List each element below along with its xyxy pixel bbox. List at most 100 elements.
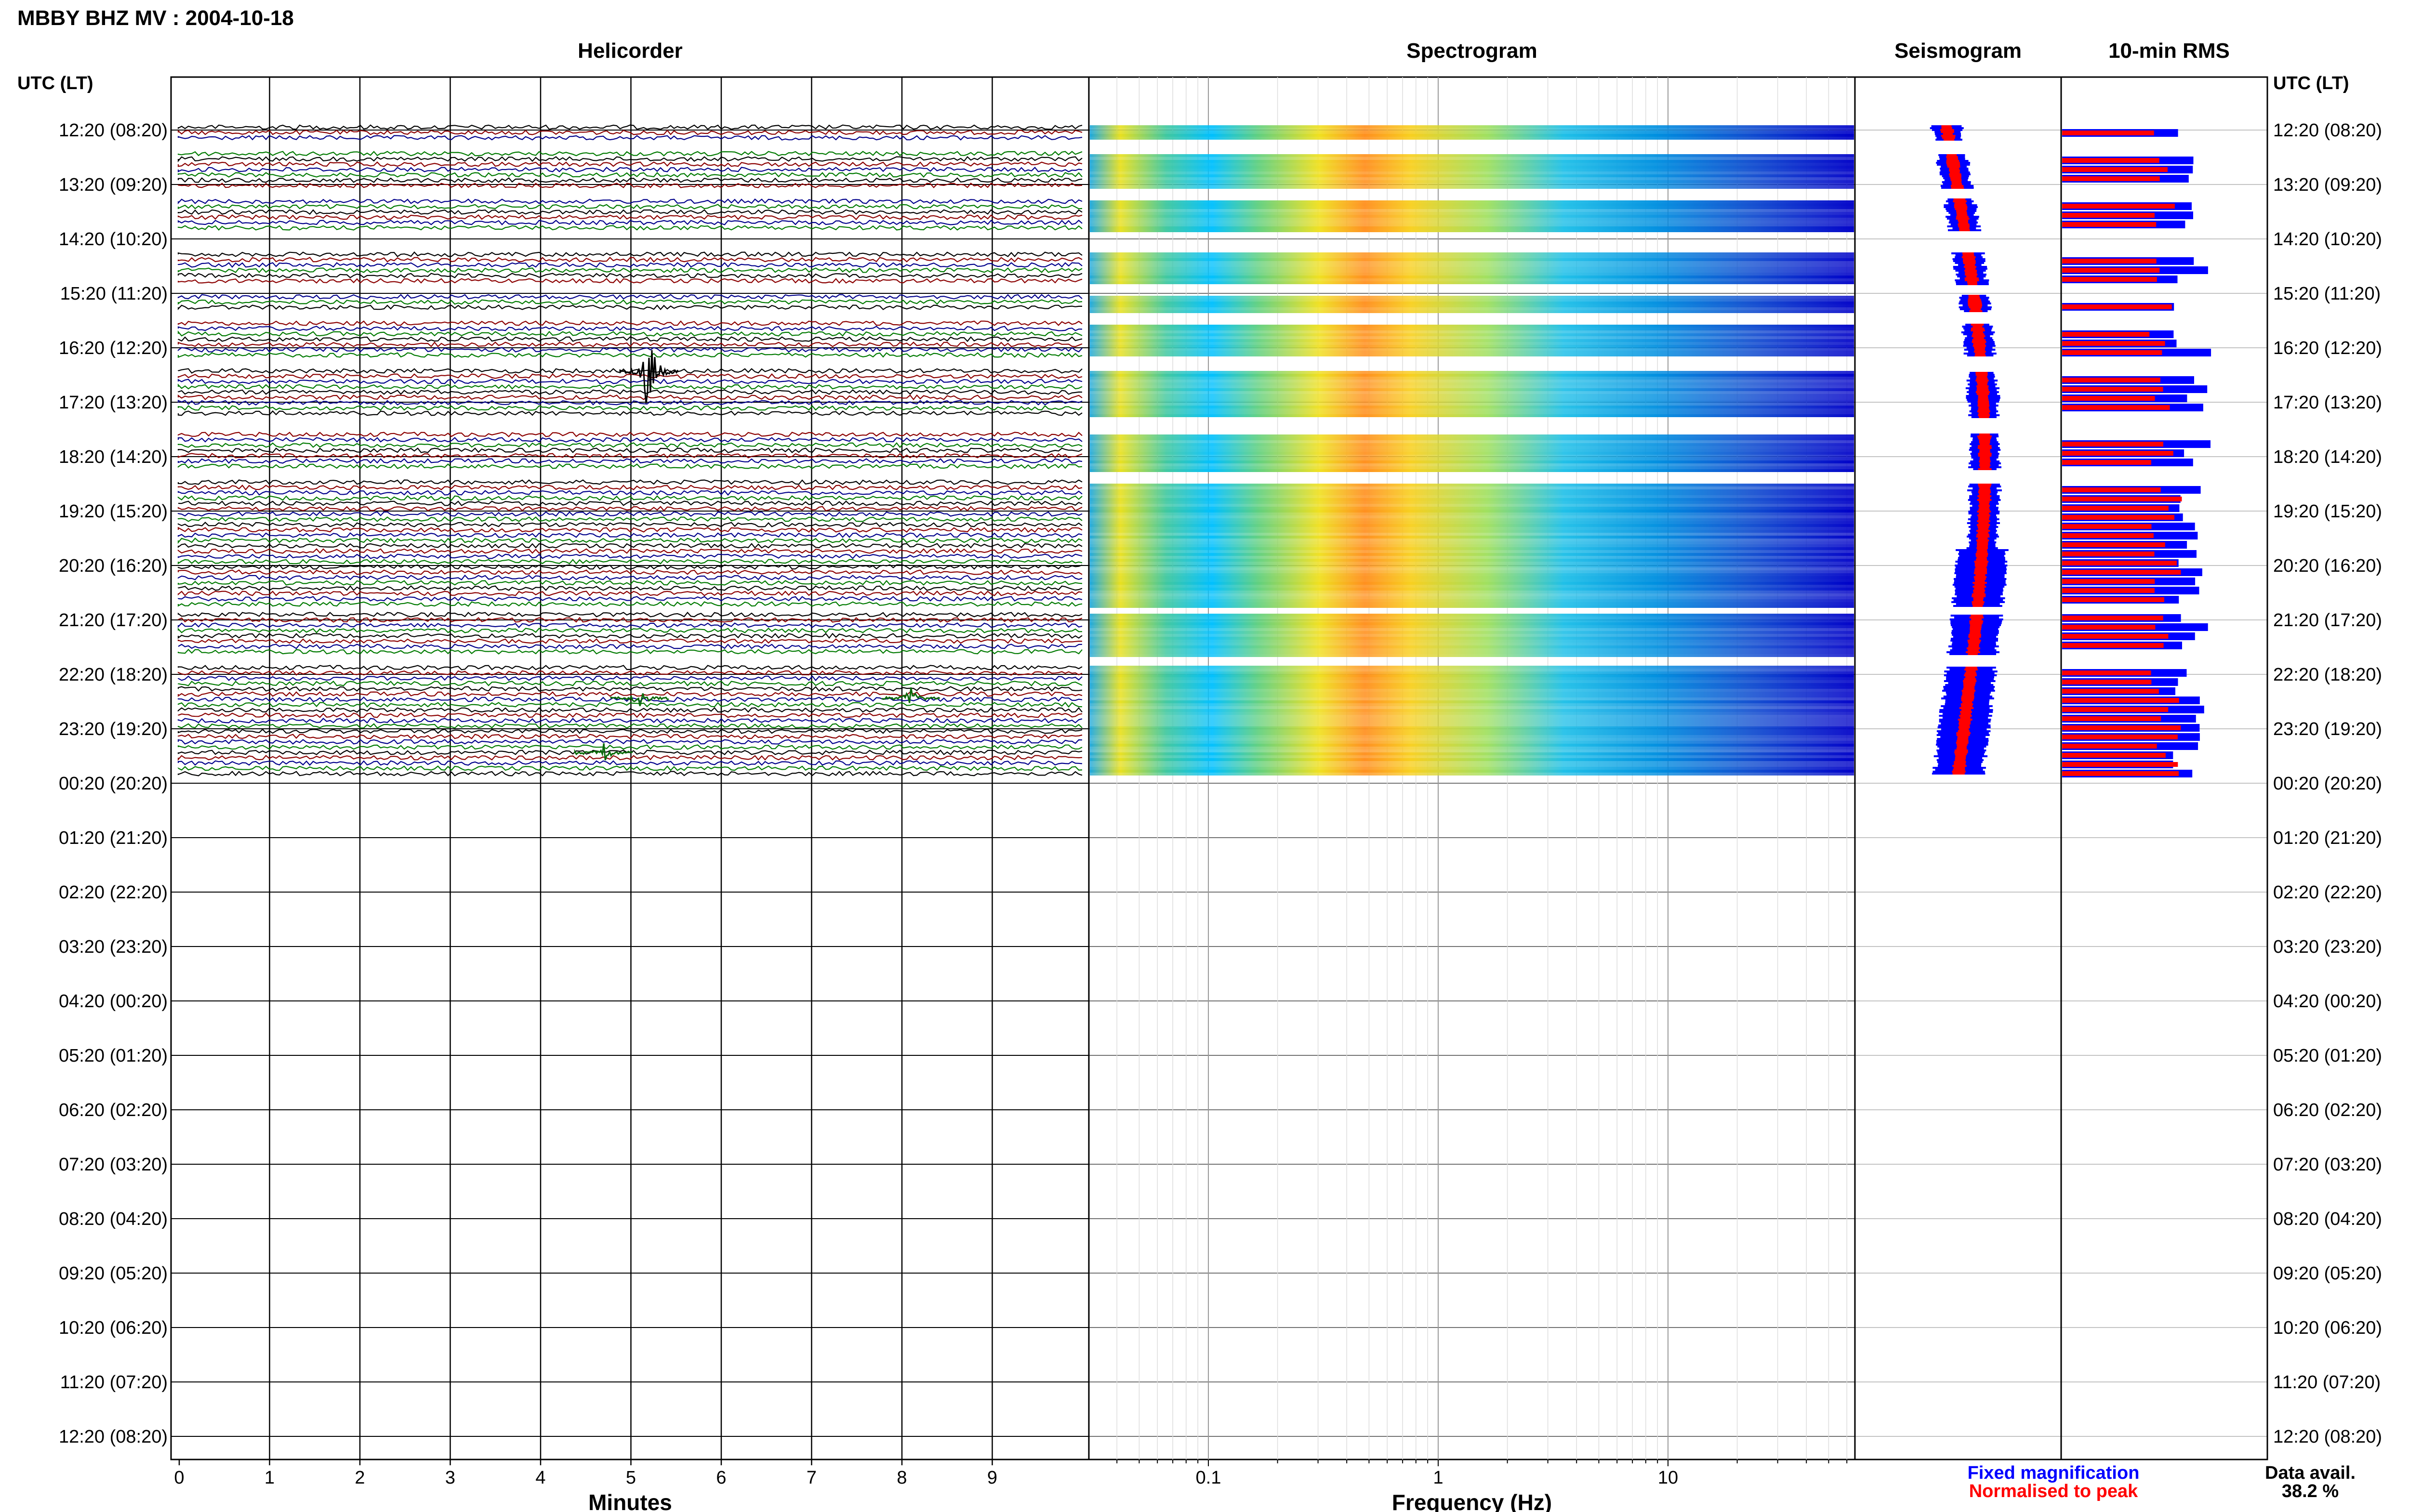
spectrogram-row [1090, 588, 1854, 591]
rms-bar-normalised [2062, 762, 2178, 767]
frequency-ticks: 0.1 1 10 [1116, 1459, 1848, 1488]
spectrogram-row [1090, 186, 1854, 189]
rms-bar-normalised [2062, 771, 2179, 776]
time-label-right: 23:20 (19:20) [2273, 719, 2382, 739]
seismogram-normalised [1979, 503, 1989, 505]
spectrogram-row [1090, 686, 1854, 689]
time-label-left: 23:20 (19:20) [59, 719, 168, 739]
helicorder-trace [177, 516, 1083, 522]
spectrogram-row [1090, 593, 1854, 596]
rms-bar-normalised [2062, 222, 2157, 227]
rms-bar-normalised [2062, 588, 2155, 593]
spectrogram-row [1090, 677, 1854, 680]
time-label-left: 18:20 (14:20) [59, 447, 168, 467]
time-label-right: 19:20 (15:20) [2273, 501, 2382, 522]
seismogram-normalised [1974, 588, 1985, 590]
time-label-right: 09:20 (05:20) [2273, 1263, 2382, 1284]
spectrogram-row [1090, 501, 1854, 504]
helicorder-trace [177, 596, 1083, 602]
seismogram-normalised [1964, 277, 1979, 279]
spectrogram-row [1090, 252, 1854, 255]
seismogram-normalised [1951, 183, 1962, 185]
helicorder-trace [177, 564, 1083, 570]
seismogram-normalised [1962, 701, 1972, 703]
seismogram-normalised [1959, 721, 1971, 723]
helicorder-trace [177, 617, 1083, 623]
seismogram-normalised [1940, 129, 1954, 131]
seismogram-normalised [1966, 276, 1977, 277]
time-axis-title-right: UTC (LT) [2273, 73, 2349, 93]
spectrogram-row [1090, 411, 1854, 414]
helicorder-trace [177, 198, 1083, 205]
seismogram-normalised [1944, 139, 1955, 141]
seismogram-normalised [1951, 187, 1964, 189]
helicorder-trace [177, 511, 1083, 517]
spectrogram-row [1090, 137, 1854, 140]
spectrogram-row [1090, 226, 1854, 229]
seismogram-normalised [1978, 407, 1989, 408]
seismogram-normalised [1956, 216, 1969, 218]
rms-bar-normalised [2062, 497, 2182, 501]
seismogram-normalised [1977, 387, 1988, 389]
seismogram-normalised [1973, 337, 1984, 339]
seismogram-normalised [1977, 435, 1992, 437]
spectrogram-row [1090, 648, 1854, 651]
helicorder-trace [177, 522, 1083, 527]
seismogram-normalised [1942, 137, 1955, 139]
data-availability-value: 38.2 % [2282, 1481, 2339, 1501]
spectrogram-row [1090, 333, 1854, 336]
helicorder-trace [177, 378, 1083, 384]
seismogram-normalised [1978, 486, 1991, 487]
minutes-axis-label: Minutes [588, 1490, 672, 1512]
seismogram-normalised [1973, 590, 1985, 592]
spectrogram-row [1090, 614, 1854, 617]
seismogram-normalised [1956, 748, 1967, 749]
seismogram-normalised [1960, 711, 1972, 713]
time-label-right: 18:20 (14:20) [2273, 447, 2382, 467]
spectrogram-row [1090, 125, 1854, 128]
helicorder-trace [177, 463, 1083, 470]
helicorder-trace [177, 760, 1083, 766]
helicorder-trace [177, 632, 1083, 639]
spectrogram-row [1090, 712, 1854, 715]
seismogram-normalised [1956, 212, 1967, 214]
seismogram-normalised [1971, 328, 1985, 329]
spectrogram-row [1090, 163, 1854, 166]
seismogram-normalised [1961, 699, 1974, 701]
seismogram-normalised [1972, 333, 1985, 335]
seismogram-normalised [1958, 222, 1968, 224]
spectrogram-row [1090, 348, 1854, 351]
seismogram-normalised [1968, 297, 1980, 299]
seismogram-normalised [1968, 644, 1979, 645]
seismogram-normalised [1976, 547, 1988, 549]
seismogram-normalised [1954, 749, 1968, 751]
spectrogram-row [1090, 735, 1854, 738]
seismogram-normalised [1953, 198, 1966, 200]
seismogram-normalised [1972, 582, 1987, 584]
time-label-right: 17:20 (13:20) [2273, 393, 2382, 413]
seismogram-normalised [1977, 526, 1989, 528]
helicorder-trace [177, 749, 1083, 755]
helicorder-trace [177, 214, 1083, 221]
seismogram-normalised [1967, 640, 1981, 642]
seismogram-normalised [1953, 767, 1965, 769]
rms-bar-normalised [2062, 506, 2169, 511]
minute-tick-label: 1 [265, 1468, 275, 1488]
seismogram-normalised [1975, 391, 1990, 393]
seismogram-normalised [1974, 584, 1985, 586]
seismogram-normalised [1978, 518, 1989, 520]
helicorder-trace [177, 346, 1083, 353]
spectrogram-row [1090, 134, 1854, 137]
seismogram-normalised [1975, 580, 1985, 582]
rms-bar-normalised [2062, 405, 2170, 410]
spectrogram-row [1090, 206, 1854, 209]
seismogram-normalised [1962, 254, 1974, 256]
rms-bar-normalised [2062, 176, 2160, 181]
spectrogram-row [1090, 541, 1854, 544]
spectrogram-row [1090, 631, 1854, 634]
seismogram-normalised [1973, 599, 1984, 601]
seismogram-normalised [1978, 538, 1988, 539]
spectrogram-row [1090, 521, 1854, 524]
spectrogram-row [1090, 440, 1854, 443]
rms-bar-normalised [2062, 204, 2175, 209]
